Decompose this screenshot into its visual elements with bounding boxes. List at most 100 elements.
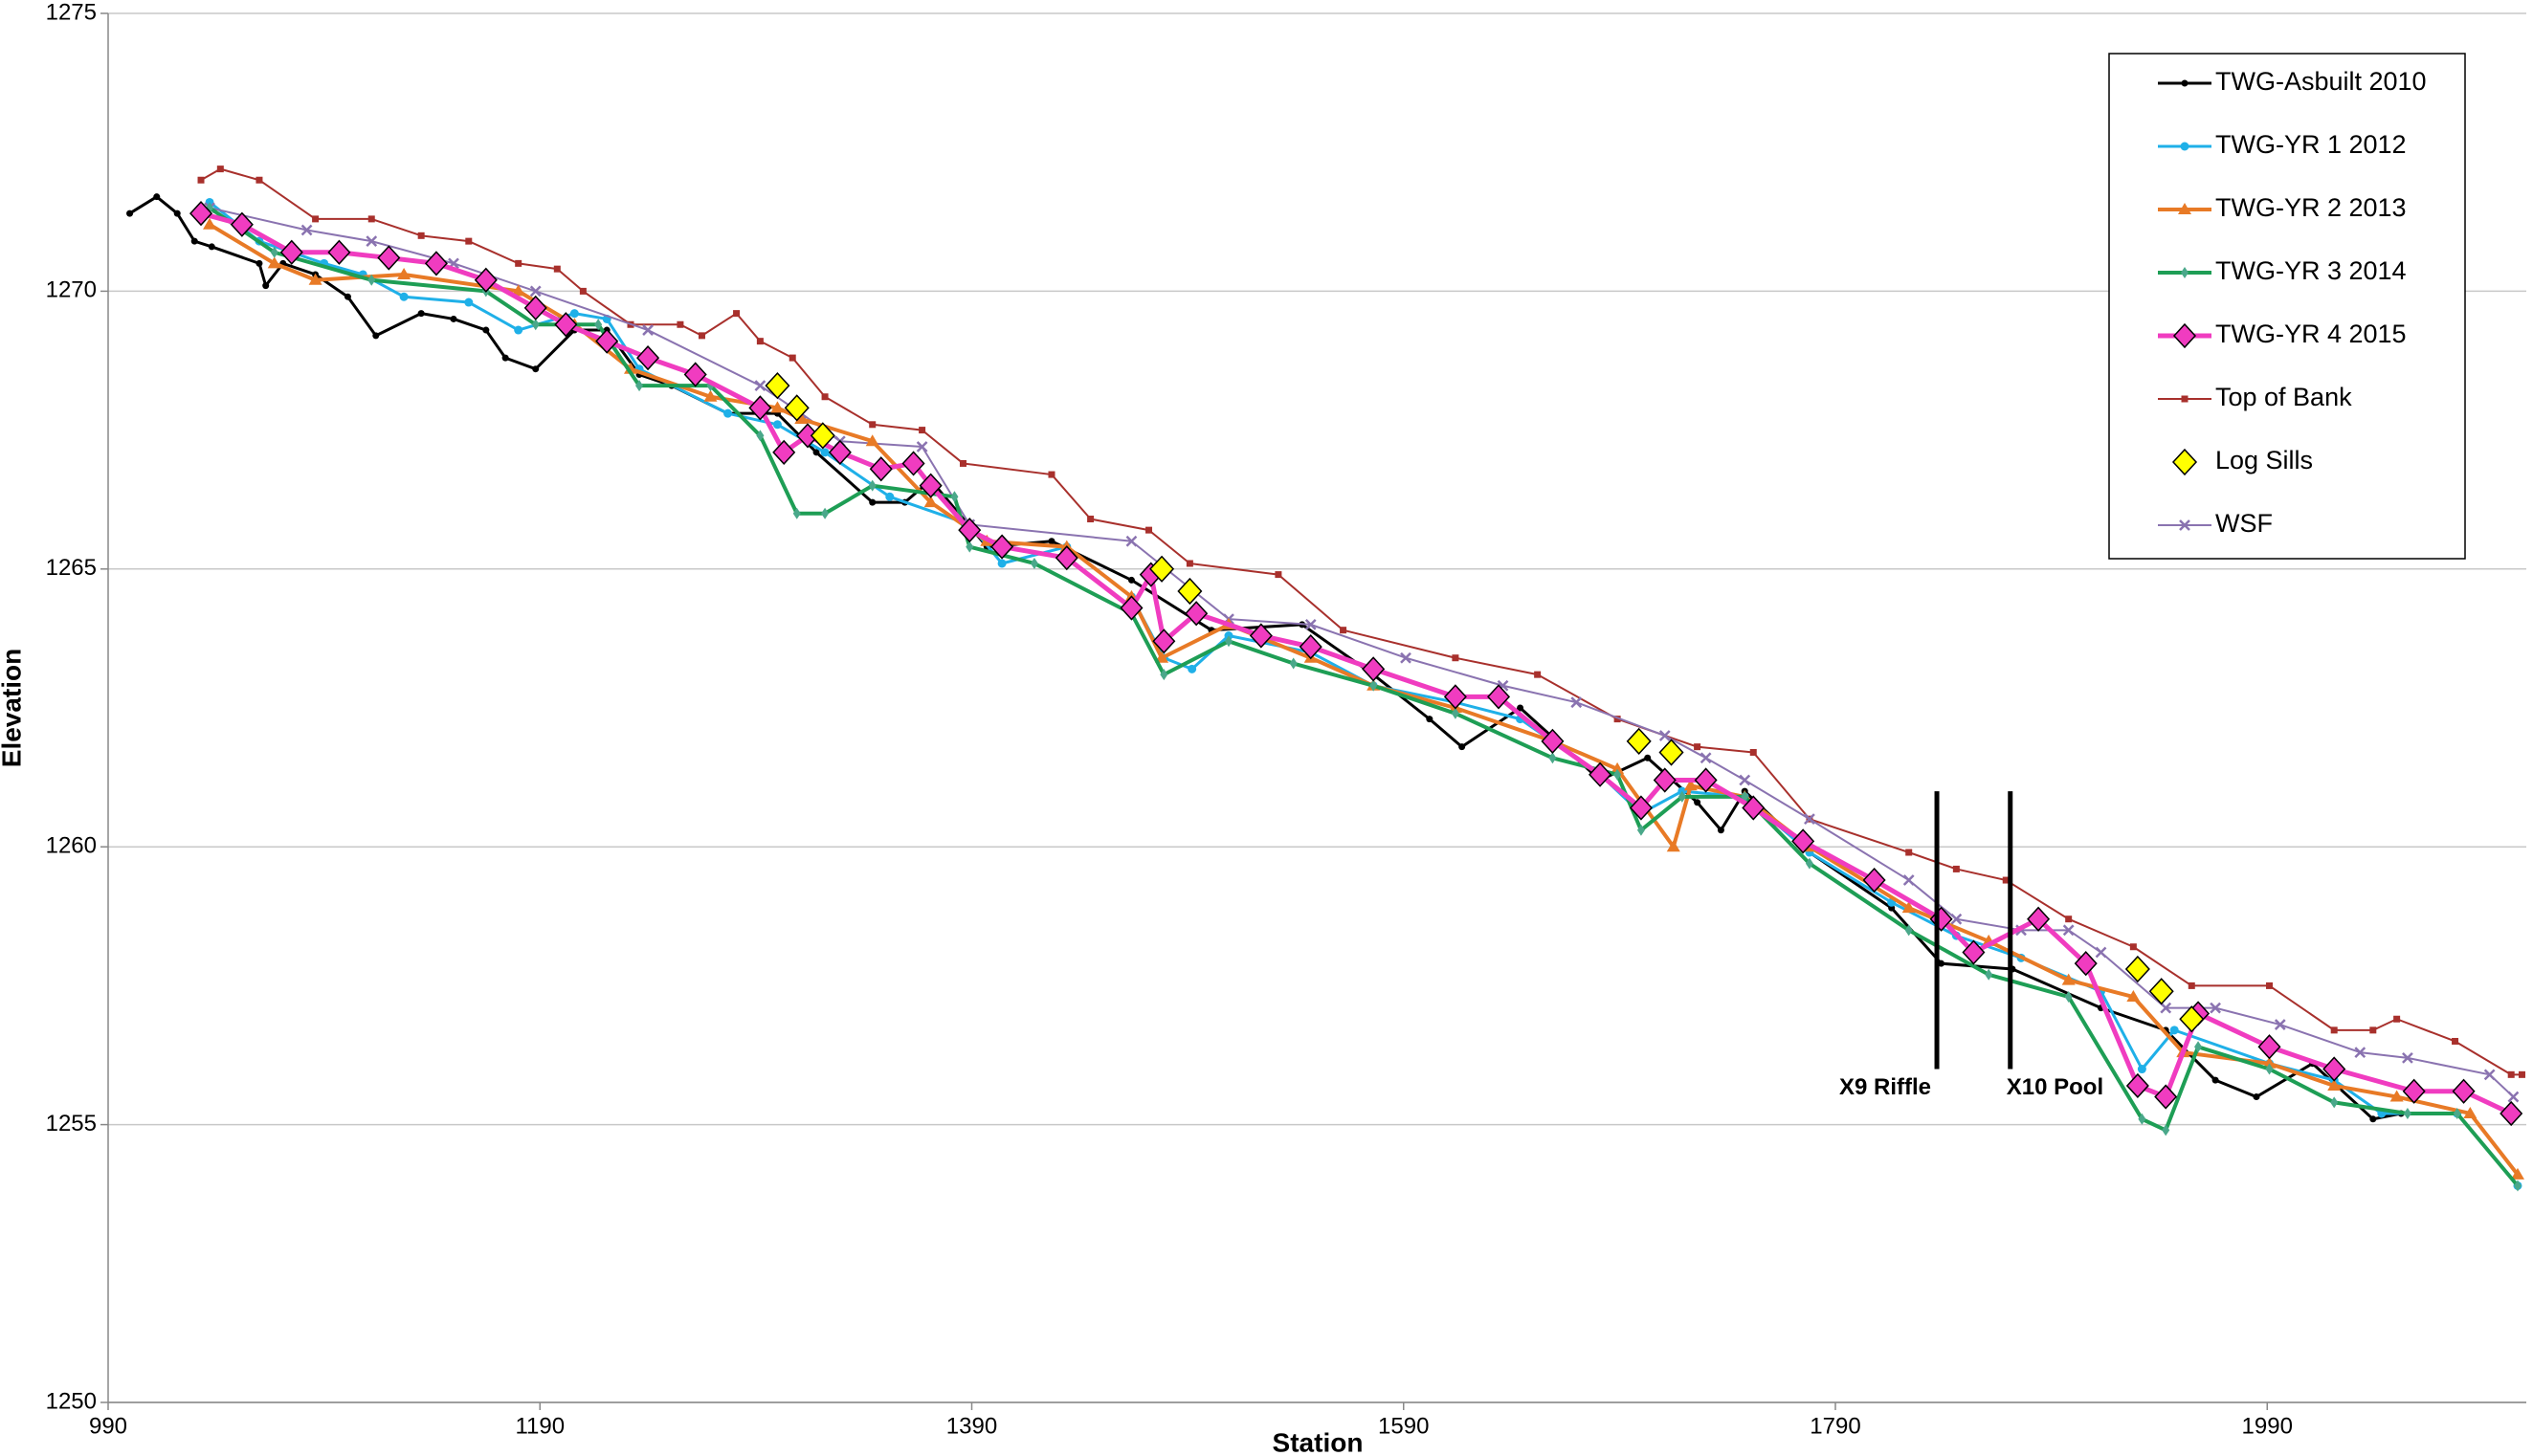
y-tick-label: 1255 [46, 1111, 97, 1136]
series [765, 372, 2205, 1033]
x-tick-label: 990 [89, 1413, 127, 1439]
point [190, 237, 198, 245]
point [2513, 1180, 2522, 1192]
point [1055, 545, 1078, 571]
point [1804, 813, 1815, 826]
y-tick-label: 1270 [46, 277, 97, 303]
point [748, 395, 772, 421]
legend-marker [2178, 203, 2191, 214]
point [2179, 1005, 2205, 1033]
point [262, 282, 270, 290]
point [1304, 618, 1317, 630]
point [267, 256, 281, 269]
point [1145, 526, 1153, 534]
point [569, 309, 579, 319]
point [1443, 684, 1467, 710]
point [1742, 795, 1766, 821]
point [312, 215, 320, 223]
point [821, 507, 830, 519]
point [501, 354, 509, 362]
point [2330, 1096, 2339, 1109]
legend-label: TWG-Asbuilt 2010 [2215, 67, 2427, 96]
y-tick-label: 1275 [46, 0, 97, 25]
point [216, 165, 224, 173]
legend-marker [2179, 519, 2190, 531]
point [2095, 946, 2107, 959]
point [2403, 1107, 2411, 1119]
point [820, 448, 830, 457]
point [1548, 752, 1557, 764]
point [1658, 739, 1684, 766]
point [1177, 577, 1203, 606]
annotation-label: X9 Riffle [1839, 1074, 1931, 1100]
point [2064, 991, 2073, 1004]
point [344, 293, 351, 300]
point [367, 215, 375, 223]
point [465, 237, 473, 245]
point [2354, 1047, 2366, 1058]
point [2330, 1026, 2338, 1034]
legend: TWG-Asbuilt 2010 TWG-YR 1 2012 TWG-YR 2 20… [2108, 53, 2466, 560]
point [1589, 761, 1612, 787]
point [1275, 571, 1282, 579]
point [482, 326, 490, 334]
point [792, 507, 801, 519]
point [810, 422, 835, 450]
point [1791, 828, 1815, 854]
point [869, 421, 877, 429]
point [789, 354, 796, 362]
point [869, 456, 893, 482]
point [1629, 795, 1653, 821]
legend-label: TWG-YR 1 2012 [2215, 130, 2407, 159]
point [1362, 656, 1386, 682]
point [579, 287, 587, 295]
point [635, 380, 644, 392]
legend-marker [2171, 448, 2198, 476]
point [966, 540, 974, 553]
point [256, 176, 263, 184]
point [1644, 754, 1652, 761]
point [1155, 651, 1169, 663]
series-line [128, 195, 2402, 1121]
point [1694, 743, 1701, 751]
legend-label: TWG-YR 4 2015 [2215, 320, 2407, 348]
point [514, 325, 523, 335]
point [2062, 924, 2075, 937]
point [1611, 761, 1625, 774]
legend-label: TWG-YR 2 2013 [2215, 193, 2407, 222]
point [2510, 1167, 2524, 1180]
point [1452, 654, 1459, 662]
x-axis-title: Station [1273, 1427, 1364, 1456]
series [197, 165, 2525, 1078]
point [554, 312, 578, 338]
point [1289, 657, 1298, 670]
point [2463, 1106, 2477, 1118]
point [1749, 748, 1757, 756]
legend-label: Log Sills [2215, 446, 2313, 474]
point [523, 295, 547, 320]
point [1125, 535, 1138, 547]
point [2402, 1052, 2413, 1064]
point [1613, 768, 1622, 781]
point [698, 332, 705, 340]
point [474, 267, 498, 293]
point [1717, 827, 1724, 834]
point [821, 393, 829, 401]
point [153, 193, 161, 201]
point [2027, 906, 2051, 932]
point [885, 492, 895, 501]
point [424, 251, 448, 276]
point [1517, 704, 1524, 712]
point [1613, 716, 1621, 723]
point [366, 235, 378, 248]
point [2211, 1076, 2219, 1084]
point [2194, 1041, 2203, 1053]
legend-marker [2180, 142, 2189, 151]
point [2452, 1037, 2459, 1045]
point [1694, 767, 1718, 793]
legend-box [2108, 53, 2466, 560]
annotation-label: X10 Pool [2007, 1074, 2103, 1100]
point [2452, 1078, 2476, 1104]
y-axis-title: Elevation [0, 649, 26, 767]
point [916, 441, 928, 452]
